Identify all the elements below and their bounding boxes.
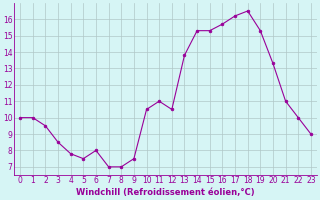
X-axis label: Windchill (Refroidissement éolien,°C): Windchill (Refroidissement éolien,°C): [76, 188, 255, 197]
